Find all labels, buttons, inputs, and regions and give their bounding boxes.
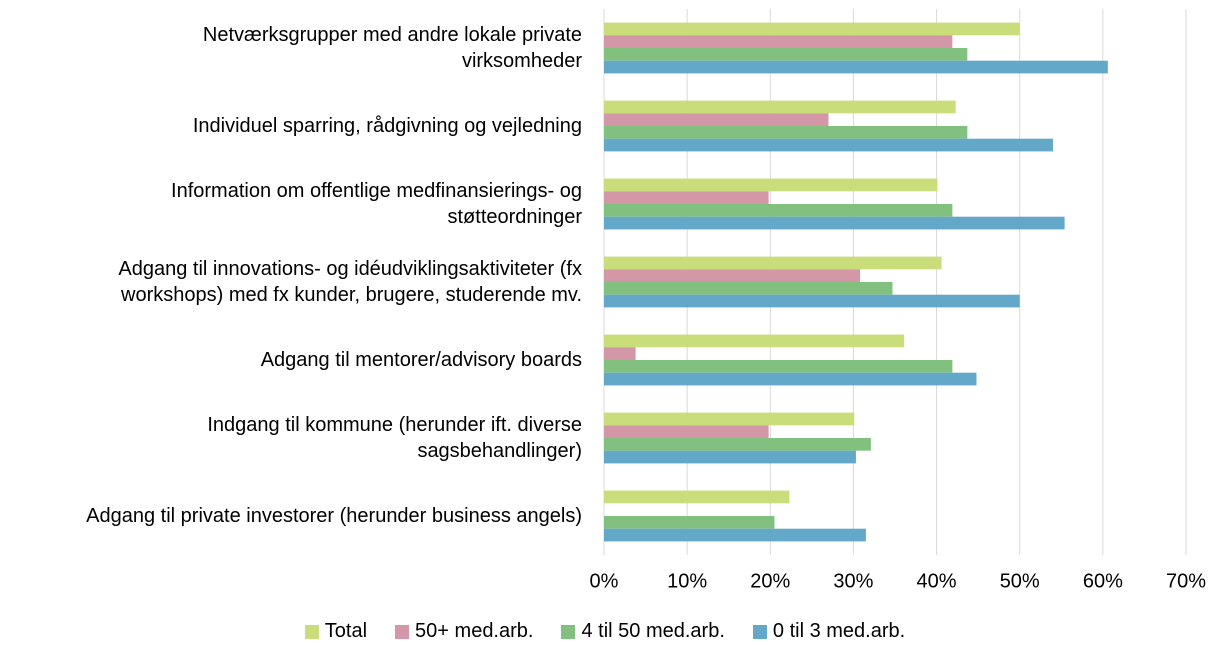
legend-label: 0 til 3 med.arb. <box>772 620 906 642</box>
bar <box>604 372 977 386</box>
legend-swatch <box>752 624 767 639</box>
legend-item: Total <box>304 620 368 643</box>
bar <box>604 216 1065 230</box>
category-label: Adgang til innovations- og idéudviklings… <box>118 258 582 306</box>
bar <box>604 294 1020 308</box>
category-label: Indgang til kommune (herunder ift. diver… <box>207 414 582 462</box>
bar <box>604 48 968 61</box>
bar <box>604 178 938 192</box>
bar <box>604 438 871 451</box>
x-tick-label: 40% <box>917 570 957 592</box>
x-tick-label: 60% <box>1083 570 1123 592</box>
legend-swatch <box>304 624 319 639</box>
bar <box>604 22 1020 36</box>
x-tick-label: 70% <box>1166 570 1206 592</box>
x-tick-label: 50% <box>1000 570 1040 592</box>
bar <box>604 138 1053 152</box>
category-label: Individuel sparring, rådgivning og vejle… <box>192 115 582 137</box>
legend-item: 4 til 50 med.arb. <box>561 620 725 643</box>
bar <box>604 256 942 270</box>
x-tick-label: 20% <box>750 570 790 592</box>
bar <box>604 516 775 529</box>
legend-swatch <box>561 624 576 639</box>
bar <box>604 425 769 438</box>
x-tick-label: 10% <box>667 570 707 592</box>
legend-label: 4 til 50 med.arb. <box>581 620 725 642</box>
bar <box>604 347 636 360</box>
bar <box>604 100 956 114</box>
bar <box>604 204 953 217</box>
legend-item: 0 til 3 med.arb. <box>752 620 906 643</box>
bar <box>604 113 829 126</box>
bar <box>604 528 866 542</box>
bar <box>604 60 1108 74</box>
bar <box>604 334 905 348</box>
x-tick-label: 0% <box>590 570 619 592</box>
category-label: Information om offentlige medfinansierin… <box>171 180 582 228</box>
bar <box>604 126 968 139</box>
x-tick-label: 30% <box>833 570 873 592</box>
bar <box>604 282 893 295</box>
bar <box>604 450 856 464</box>
legend-item: 50+ med.arb. <box>395 620 533 643</box>
category-label: Netværksgrupper med andre lokale private… <box>202 24 582 72</box>
legend: Total 50+ med.arb. 4 til 50 med.arb. 0 til … <box>0 620 1210 643</box>
legend-label: 50+ med.arb. <box>415 620 534 642</box>
legend-label: Total <box>324 620 368 642</box>
bar <box>604 360 953 373</box>
bar <box>604 35 953 48</box>
legend-swatch <box>395 624 410 639</box>
category-label: Adgang til private investorer (herunder … <box>86 505 582 527</box>
bar <box>604 490 790 504</box>
bar <box>604 412 855 426</box>
category-label: Adgang til mentorer/advisory boards <box>260 349 582 371</box>
bar <box>604 269 861 282</box>
bar <box>604 191 769 204</box>
